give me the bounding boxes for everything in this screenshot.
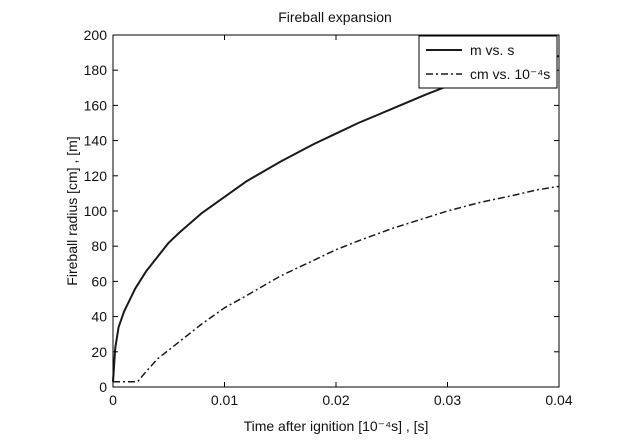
y-tick-label: 120 (84, 168, 108, 184)
x-tick-label: 0 (109, 392, 117, 408)
legend-box (418, 35, 558, 89)
legend-label-1: m vs. s (470, 42, 514, 58)
ticks-layer: 0 0.01 0.02 0.03 0.04 0 20 40 60 80 100 120 140 160 18… (84, 27, 573, 408)
y-tick-label: 20 (91, 344, 107, 360)
y-tick-label: 200 (84, 27, 108, 43)
chart-title: Fireball expansion (278, 9, 392, 25)
y-tick-label: 100 (84, 203, 108, 219)
y-tick-label: 160 (84, 97, 108, 113)
legend: m vs. s cm vs. 10⁻⁴s (418, 35, 558, 89)
y-tick-label: 180 (84, 62, 108, 78)
x-tick-label: 0.02 (322, 392, 349, 408)
x-axis-label: Time after ignition [10⁻⁴s] , [s] (244, 418, 429, 434)
x-tick-label: 0.03 (434, 392, 461, 408)
y-axis-label: Fireball radius [cm] , [m] (64, 136, 80, 285)
y-tick-label: 40 (91, 309, 107, 325)
legend-label-2: cm vs. 10⁻⁴s (470, 66, 550, 82)
y-tick-label: 140 (84, 133, 108, 149)
y-tick-label: 0 (99, 379, 107, 395)
y-tick-label: 60 (91, 273, 107, 289)
x-tick-label: 0.04 (545, 392, 572, 408)
series-line-2 (113, 185, 560, 383)
x-tick-label: 0.01 (211, 392, 238, 408)
y-tick-label: 80 (91, 238, 107, 254)
